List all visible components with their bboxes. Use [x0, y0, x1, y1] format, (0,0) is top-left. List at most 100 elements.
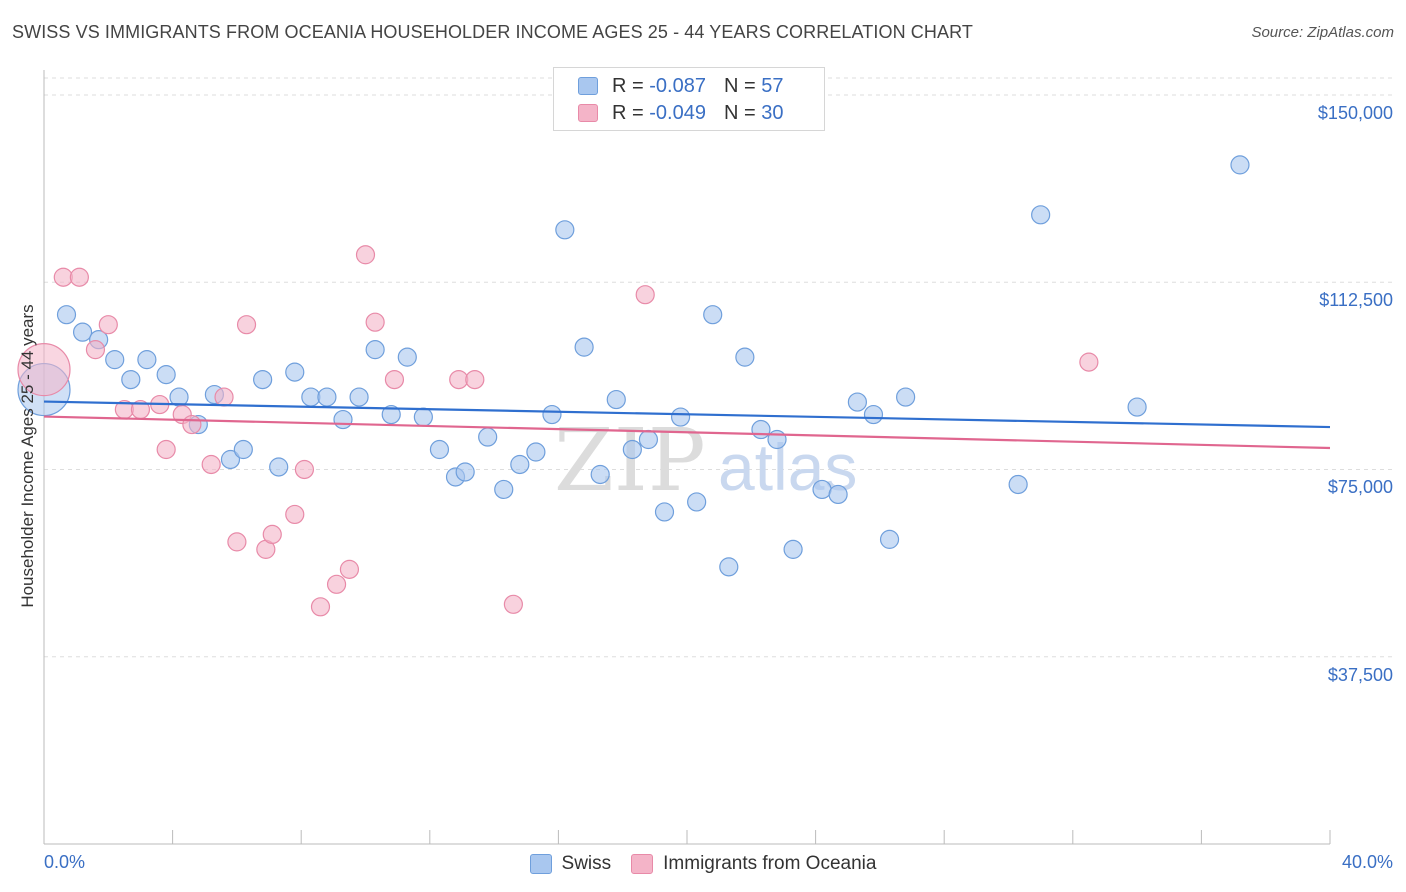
point-swiss	[365, 340, 385, 360]
point-swiss	[478, 427, 498, 447]
point-oceania	[294, 459, 315, 480]
point-oceania	[449, 370, 469, 390]
point-swiss	[56, 305, 77, 325]
y-tick-label: $112,500	[1319, 290, 1393, 311]
point-swiss	[429, 439, 450, 460]
point-swiss	[220, 449, 241, 470]
point-oceania	[365, 312, 385, 332]
point-swiss	[1127, 397, 1147, 417]
point-swiss	[703, 305, 723, 325]
legend-label-swiss: Swiss	[561, 853, 612, 874]
point-swiss	[847, 392, 867, 412]
legend: Swiss Immigrants from Oceania	[0, 852, 1406, 876]
point-oceania	[53, 267, 73, 287]
point-swiss	[455, 462, 475, 482]
r-label: R =	[612, 101, 644, 124]
point-swiss	[526, 442, 546, 462]
legend-swatch-swiss	[529, 854, 552, 874]
x-tick-label-min: 0.0%	[44, 852, 86, 872]
r-label: R =	[612, 74, 644, 97]
point-swiss	[494, 479, 514, 500]
point-oceania	[384, 370, 405, 390]
point-swiss	[317, 387, 337, 407]
point-swiss	[863, 404, 884, 425]
point-oceania	[262, 524, 282, 545]
watermark-zip: ZIP	[554, 411, 706, 511]
point-oceania	[339, 559, 360, 579]
x-tick-label-max: 40.0%	[1341, 852, 1393, 872]
grid-lines	[44, 77, 1395, 658]
stats-row-swiss: R = -0.087 N = 57	[554, 73, 783, 99]
point-swiss	[137, 350, 157, 370]
source-label: Source: ZipAtlas.com	[1251, 24, 1394, 41]
point-swiss	[719, 557, 739, 577]
data-points	[17, 155, 1250, 617]
point-swiss	[670, 407, 691, 427]
n-value: 57	[761, 74, 784, 97]
trend-line-oceania	[43, 415, 1331, 450]
point-oceania	[182, 414, 202, 435]
point-oceania	[355, 245, 376, 265]
point-swiss	[1008, 474, 1028, 495]
stats-row-oceania: R = -0.049 N = 30	[554, 100, 783, 126]
point-oceania	[326, 574, 347, 594]
point-swiss	[555, 220, 575, 240]
point-oceania	[156, 439, 176, 460]
n-label: N =	[723, 74, 756, 97]
legend-item-oceania[interactable]: Immigrants from Oceania	[631, 853, 876, 875]
chart-title: SWISS VS IMMIGRANTS FROM OCEANIA HOUSEHO…	[12, 22, 973, 42]
point-swiss	[253, 370, 273, 390]
point-swiss	[654, 502, 675, 522]
r-value: -0.087	[649, 74, 706, 97]
axes	[43, 70, 1331, 845]
point-swiss	[269, 457, 289, 477]
point-swiss	[381, 404, 401, 425]
point-oceania	[285, 504, 305, 525]
point-swiss	[1031, 205, 1051, 225]
point-swiss	[156, 365, 176, 385]
point-swiss	[510, 454, 530, 475]
y-axis-label: Householder Income Ages 25 - 44 years	[18, 304, 37, 608]
trend-lines	[43, 400, 1331, 450]
point-swiss	[783, 539, 803, 559]
y-tick-label: $150,000	[1317, 102, 1393, 123]
legend-item-swiss[interactable]: Swiss	[529, 853, 612, 875]
point-oceania	[85, 340, 106, 360]
point-oceania	[503, 594, 523, 614]
point-swiss	[121, 370, 141, 390]
point-swiss	[622, 439, 642, 460]
point-swiss	[687, 492, 707, 512]
point-oceania	[465, 370, 485, 390]
legend-swatch-oceania	[631, 854, 654, 874]
point-swiss	[735, 347, 755, 367]
r-value: -0.049	[649, 101, 706, 124]
point-oceania	[1079, 352, 1099, 372]
point-oceania	[214, 387, 234, 407]
point-swiss	[896, 387, 916, 407]
point-swiss	[285, 362, 305, 382]
stats-swatch-swiss	[578, 77, 598, 95]
point-oceania	[69, 267, 89, 287]
point-swiss	[301, 387, 321, 407]
point-oceania	[98, 315, 118, 335]
point-swiss	[413, 407, 433, 427]
point-swiss	[812, 479, 832, 500]
y-tick-label: $37,500	[1327, 664, 1393, 685]
y-tick-label: $75,000	[1327, 477, 1393, 498]
point-oceania	[236, 315, 257, 335]
point-swiss	[574, 337, 594, 357]
point-swiss	[397, 347, 417, 367]
n-value: 30	[761, 101, 784, 124]
stats-box: R = -0.087 N = 57 R = -0.049 N = 30	[553, 67, 825, 131]
point-swiss	[606, 389, 626, 410]
n-label: N =	[723, 101, 756, 124]
point-swiss	[751, 419, 771, 440]
point-swiss	[879, 529, 900, 549]
point-oceania	[635, 285, 655, 305]
point-oceania	[310, 597, 331, 617]
watermark: ZIP atlas	[554, 411, 857, 511]
point-swiss	[767, 429, 787, 450]
point-swiss	[542, 404, 562, 425]
legend-label-oceania: Immigrants from Oceania	[663, 853, 877, 874]
